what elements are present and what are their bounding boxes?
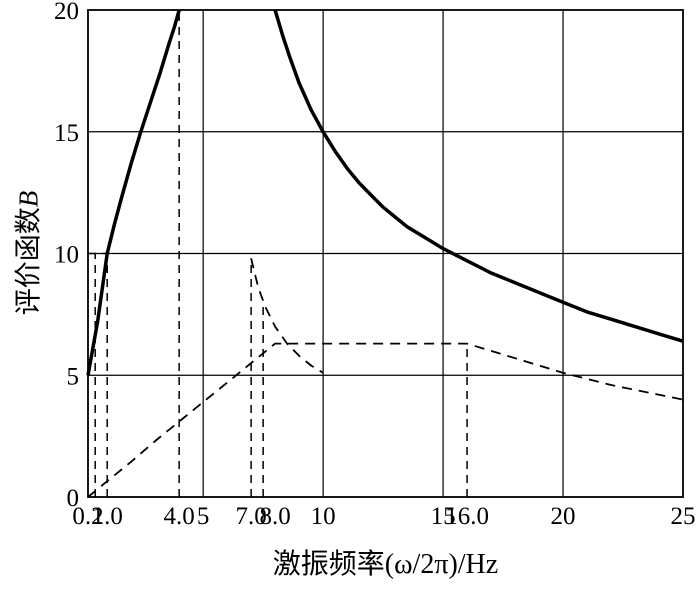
- x-tick-label: 0.2: [72, 503, 103, 530]
- x-axis-title: 激振频率(ω/2π)/Hz: [272, 549, 499, 580]
- x-tick-label: 16.0: [445, 503, 489, 530]
- y-tick-label: 5: [67, 363, 80, 390]
- y-tick-label: 20: [54, 0, 79, 25]
- x-tick-label: 7.0: [236, 503, 267, 530]
- x-tick-label: 5: [197, 503, 210, 530]
- y-axis-variable: B: [13, 190, 44, 208]
- x-tick-label: 20: [551, 503, 576, 530]
- x-tick-label: 10: [311, 503, 336, 530]
- y-axis-title: 评价函数B: [7, 191, 46, 316]
- y-axis-title-text: 评价函数: [13, 207, 44, 316]
- y-tick-label: 10: [54, 242, 79, 269]
- secondary-curve: [87, 342, 684, 498]
- y-tick-label: 0: [67, 485, 80, 512]
- evaluation-curve-falling: [273, 9, 684, 343]
- x-tick-label: 25: [671, 503, 696, 530]
- x-tick-label: 15: [431, 503, 456, 530]
- x-tick-label: 8.0: [260, 503, 291, 530]
- x-tick-label: 1.0: [92, 503, 123, 530]
- y-tick-label: 15: [54, 120, 79, 147]
- secondary-resonance-peak: [250, 258, 324, 374]
- x-tick-label: 4.0: [164, 503, 195, 530]
- evaluation-curve-rising: [86, 9, 181, 376]
